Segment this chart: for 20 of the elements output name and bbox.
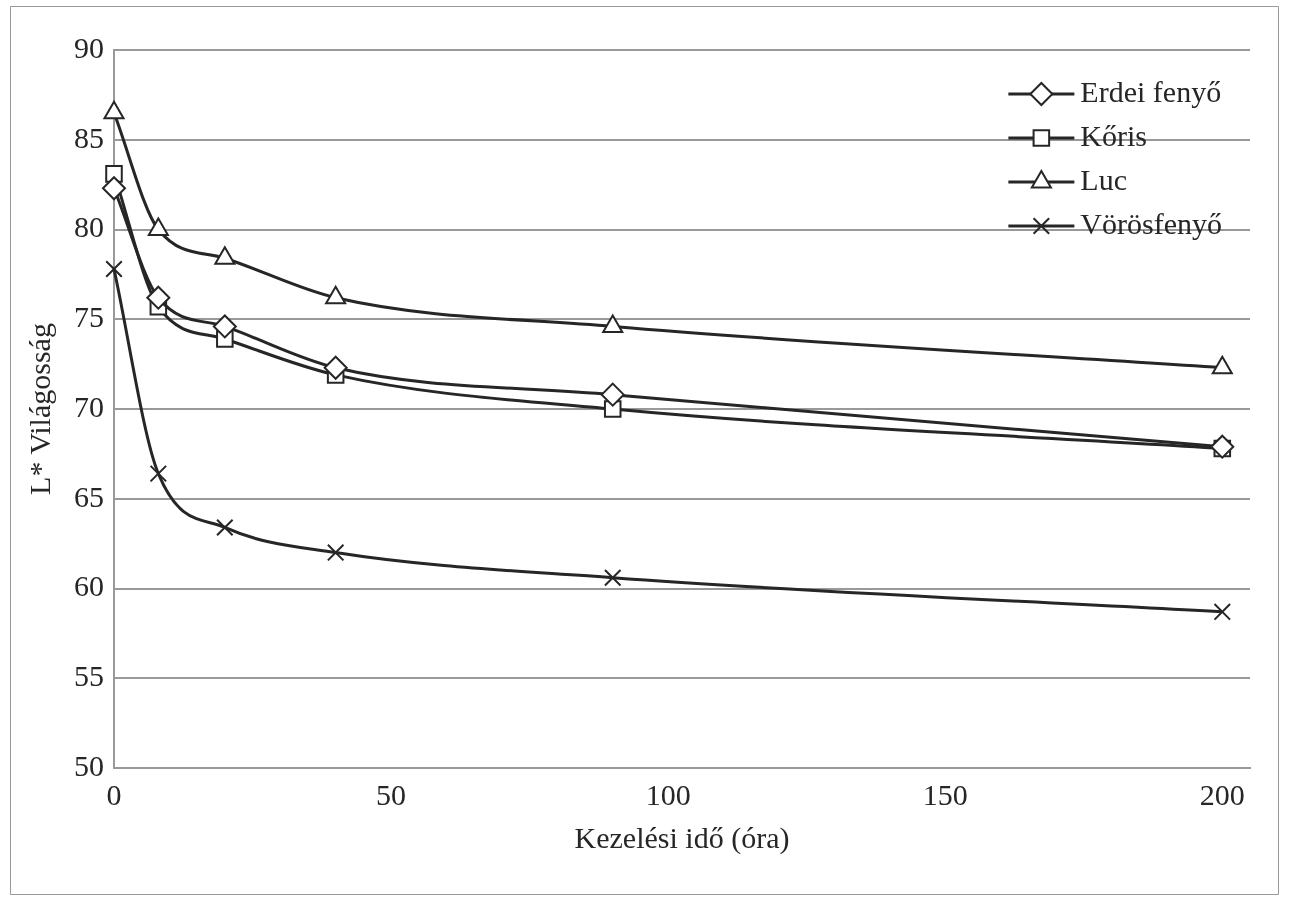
x-tick-label: 200	[1199, 777, 1245, 811]
y-tick-label: 75	[74, 300, 104, 334]
x-tick-label: 50	[376, 777, 407, 811]
y-tick-label: 55	[74, 659, 104, 693]
y-tick-label: 80	[74, 210, 104, 244]
legend-label: Luc	[1080, 162, 1127, 196]
x-tick-label: 150	[922, 777, 968, 811]
y-axis-title: L* Világosság	[22, 323, 56, 495]
x-axis-title: Kezelési idő (óra)	[574, 820, 790, 855]
y-tick-label: 50	[74, 748, 104, 782]
legend-label: Vörösfenyő	[1080, 206, 1222, 240]
legend-label: Kőris	[1080, 118, 1148, 152]
y-tick-label: 85	[74, 120, 104, 154]
y-tick-label: 90	[74, 30, 104, 64]
y-tick-label: 65	[74, 479, 104, 513]
x-tick-label: 100	[645, 777, 691, 811]
y-tick-label: 70	[74, 389, 104, 423]
legend-label: Erdei fenyő	[1080, 74, 1222, 108]
y-tick-label: 60	[74, 569, 104, 603]
x-tick-label: 0	[106, 777, 122, 811]
